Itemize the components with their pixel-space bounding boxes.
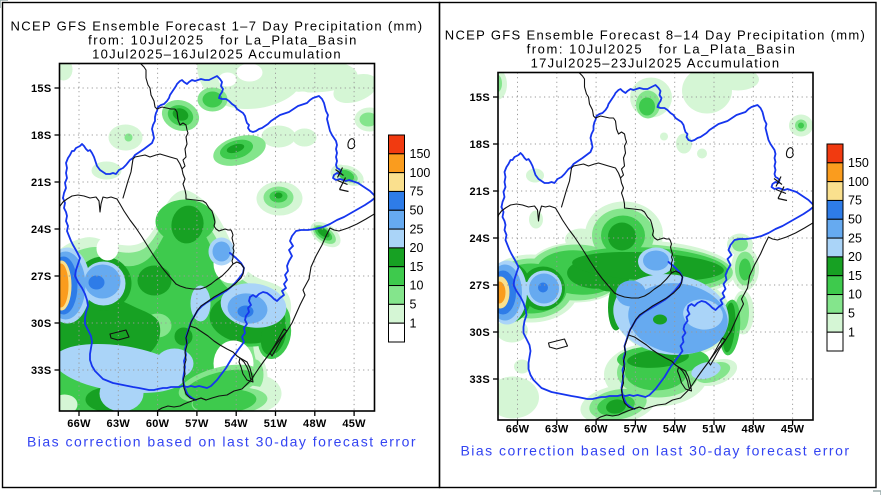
svg-text:66W: 66W xyxy=(506,424,530,436)
svg-text:20: 20 xyxy=(410,241,424,255)
svg-text:50: 50 xyxy=(410,204,424,218)
svg-text:15: 15 xyxy=(848,269,862,283)
svg-text:1: 1 xyxy=(848,325,855,339)
svg-text:27S: 27S xyxy=(31,271,51,283)
svg-text:10: 10 xyxy=(848,288,862,302)
svg-text:60W: 60W xyxy=(584,424,608,436)
svg-text:100: 100 xyxy=(410,166,431,180)
svg-text:10Jul2025–16Jul2025 Accumulati: 10Jul2025–16Jul2025 Accumulation xyxy=(92,47,342,62)
svg-text:1: 1 xyxy=(410,316,417,330)
svg-text:33S: 33S xyxy=(470,374,490,386)
svg-text:150: 150 xyxy=(410,147,431,161)
svg-text:48W: 48W xyxy=(303,418,327,430)
svg-text:30S: 30S xyxy=(31,318,51,330)
svg-text:33S: 33S xyxy=(31,365,51,377)
svg-text:Bias correction based on last: Bias correction based on last 30-day for… xyxy=(27,434,417,450)
svg-text:57W: 57W xyxy=(185,418,209,430)
svg-text:15S: 15S xyxy=(470,92,490,104)
svg-text:from: 10Jul2025 for La_Plata: from: 10Jul2025 for La_Plata_Basin xyxy=(527,42,797,57)
svg-text:5: 5 xyxy=(848,307,855,321)
svg-text:25: 25 xyxy=(848,231,862,245)
svg-text:10: 10 xyxy=(410,279,424,293)
svg-text:54W: 54W xyxy=(663,424,687,436)
svg-text:150: 150 xyxy=(848,156,869,170)
svg-text:66W: 66W xyxy=(67,418,91,430)
svg-text:NCEP GFS Ensemble Forecast 8–1: NCEP GFS Ensemble Forecast 8–14 Day Prec… xyxy=(445,28,866,43)
svg-text:21S: 21S xyxy=(470,186,490,198)
svg-text:27S: 27S xyxy=(470,280,490,292)
svg-text:100: 100 xyxy=(848,175,869,189)
svg-text:18S: 18S xyxy=(31,130,51,142)
svg-text:24S: 24S xyxy=(470,233,490,245)
svg-text:18S: 18S xyxy=(470,139,490,151)
svg-text:54W: 54W xyxy=(224,418,248,430)
svg-text:20: 20 xyxy=(848,250,862,264)
svg-text:17Jul2025–23Jul2025 Accumulati: 17Jul2025–23Jul2025 Accumulation xyxy=(531,56,781,71)
svg-text:57W: 57W xyxy=(624,424,648,436)
svg-text:48W: 48W xyxy=(742,424,766,436)
svg-text:75: 75 xyxy=(848,194,862,208)
svg-text:45W: 45W xyxy=(781,424,805,436)
svg-text:24S: 24S xyxy=(31,224,51,236)
svg-text:21S: 21S xyxy=(31,177,51,189)
svg-text:51W: 51W xyxy=(264,418,288,430)
svg-text:63W: 63W xyxy=(107,418,131,430)
svg-text:NCEP GFS Ensemble Forecast 1–7: NCEP GFS Ensemble Forecast 1–7 Day Preci… xyxy=(11,19,424,34)
svg-text:Bias correction based on last: Bias correction based on last 30-day for… xyxy=(460,443,850,459)
svg-text:15S: 15S xyxy=(31,83,51,95)
svg-text:63W: 63W xyxy=(545,424,569,436)
svg-text:50: 50 xyxy=(848,213,862,227)
svg-text:30S: 30S xyxy=(470,327,490,339)
svg-text:75: 75 xyxy=(410,185,424,199)
svg-text:51W: 51W xyxy=(702,424,726,436)
svg-text:5: 5 xyxy=(410,298,417,312)
svg-text:25: 25 xyxy=(410,222,424,236)
svg-text:15: 15 xyxy=(410,260,424,274)
svg-text:60W: 60W xyxy=(146,418,170,430)
svg-text:from: 10Jul2025 for La_Plata: from: 10Jul2025 for La_Plata_Basin xyxy=(88,33,358,48)
svg-text:45W: 45W xyxy=(342,418,366,430)
